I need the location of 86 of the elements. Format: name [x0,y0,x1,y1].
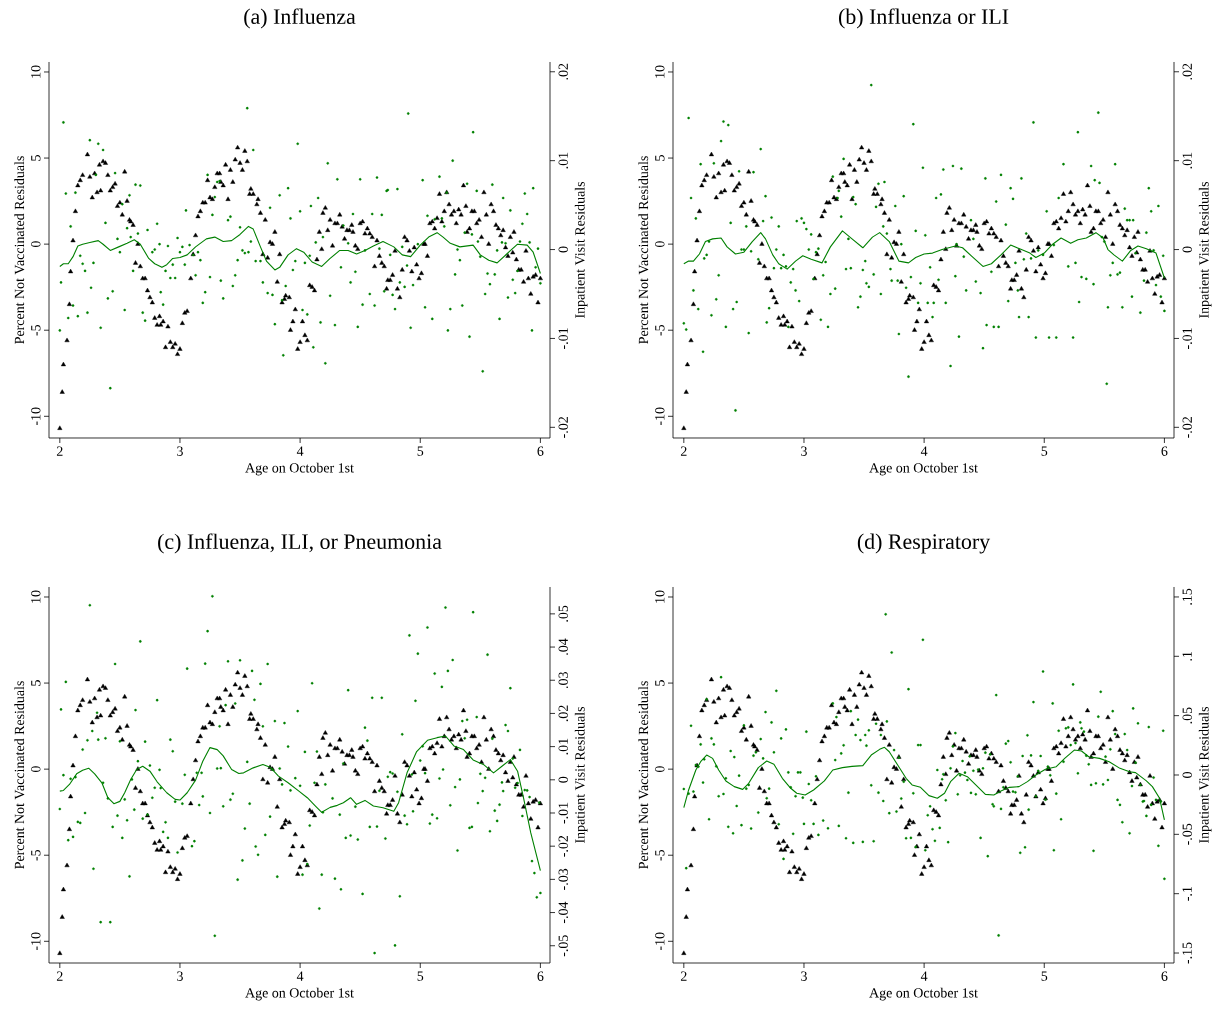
y2-axis-title: Inpatient Visit Residuals [1198,181,1212,319]
x-axis-title: Age on October 1st [869,987,978,1001]
y2-tick-label: .01 [1182,152,1193,169]
y-tick-label: 0 [31,766,41,773]
y-tick-label: -10 [31,932,41,951]
x-tick-label: 2 [680,971,687,981]
y2-axis-title: Inpatient Visit Residuals [1198,706,1212,844]
y2-tick-label: -.03 [558,868,569,890]
x-tick-label: 5 [417,446,424,456]
x-tick-label: 2 [56,446,63,456]
x-tick-label: 2 [56,971,63,981]
y2-tick-label: .01 [558,152,569,169]
y2-tick-label: -.01 [1182,328,1193,349]
y-tick-label: -10 [655,932,665,951]
y-tick-label: 10 [31,65,41,78]
x-tick-label: 4 [920,446,928,456]
y-tick-label: 0 [31,241,41,248]
y-axis-title: Percent Not Vaccinated Residuals [638,156,649,344]
chart-title: (d) Respiratory [857,533,991,554]
chart-title: (b) Influenza or ILI [838,8,1009,29]
y2-tick-label: -.02 [558,417,569,438]
chart-title: (c) Influenza, ILI, or Pneumonia [158,533,442,554]
y2-tick-label: .01 [558,738,569,755]
y2-axis-title: Inpatient Visit Residuals [574,706,588,844]
x-tick-label: 6 [1161,446,1168,456]
y2-tick-label: -.05 [1182,823,1193,845]
y-tick-label: -10 [31,407,41,426]
y2-tick-label: -.05 [558,935,569,957]
x-tick-label: 4 [296,446,304,456]
y2-tick-label: 0 [1182,246,1192,253]
x-tick-label: 6 [537,971,544,981]
y-tick-label: 10 [655,590,665,603]
x-tick-label: 6 [1161,971,1168,981]
x-tick-label: 4 [296,971,304,981]
x-tick-label: 2 [680,446,687,456]
line-series [59,225,541,275]
y-tick-label: 5 [655,680,665,686]
y-tick-label: -10 [655,407,665,426]
y2-tick-label: -.1 [1182,886,1192,901]
x-axis-title: Age on October 1st [245,987,354,1001]
y-tick-label: 0 [655,766,665,773]
y-tick-label: -5 [655,849,665,861]
line-series [59,735,541,872]
y2-tick-label: .02 [558,63,569,80]
x-tick-label: 3 [177,446,183,456]
y2-tick-label: -.02 [558,835,569,857]
x-tick-label: 3 [801,446,807,456]
y-tick-label: -5 [655,324,665,336]
y2-tick-label: -.15 [1182,942,1192,964]
x-axis-title: Age on October 1st [869,462,978,476]
y-axis-title: Percent Not Vaccinated Residuals [638,681,649,869]
x-tick-label: 5 [1041,446,1048,456]
x-tick-label: 6 [537,446,544,456]
y-tick-label: 5 [655,155,665,161]
y2-tick-label: .15 [1182,588,1192,605]
y-tick-label: 10 [655,65,665,78]
y-tick-label: 0 [655,241,665,248]
y2-tick-label: .05 [558,605,569,622]
y2-tick-label: .1 [1182,651,1192,661]
y2-tick-label: 0 [558,246,568,253]
y2-axis-title: Inpatient Visit Residuals [574,181,588,319]
y2-tick-label: -.02 [1182,417,1193,438]
y-tick-label: -5 [31,849,41,861]
chart-title: (a) Influenza [244,8,356,29]
y-tick-label: -5 [31,324,41,336]
x-tick-label: 5 [1041,971,1048,981]
y2-tick-label: 0 [1182,772,1192,778]
x-axis-title: Age on October 1st [245,462,354,476]
y2-tick-label: .02 [558,705,569,722]
y-tick-label: 5 [31,155,41,161]
x-tick-label: 4 [920,971,928,981]
y2-tick-label: .02 [1182,63,1193,80]
x-tick-label: 3 [177,971,183,981]
y-tick-label: 10 [31,590,41,603]
y2-tick-label: -.01 [558,328,569,349]
x-tick-label: 3 [801,971,807,981]
y2-tick-label: .04 [558,638,569,655]
y2-tick-label: 0 [558,776,568,783]
y2-tick-label: -.04 [558,901,569,924]
y-axis-title: Percent Not Vaccinated Residuals [14,156,25,344]
y-tick-label: 5 [31,680,41,686]
y2-tick-label: .05 [1182,707,1193,724]
y2-tick-label: .03 [558,672,569,689]
y-axis-title: Percent Not Vaccinated Residuals [14,681,25,869]
x-tick-label: 5 [417,971,424,981]
y2-tick-label: -.01 [558,802,569,824]
